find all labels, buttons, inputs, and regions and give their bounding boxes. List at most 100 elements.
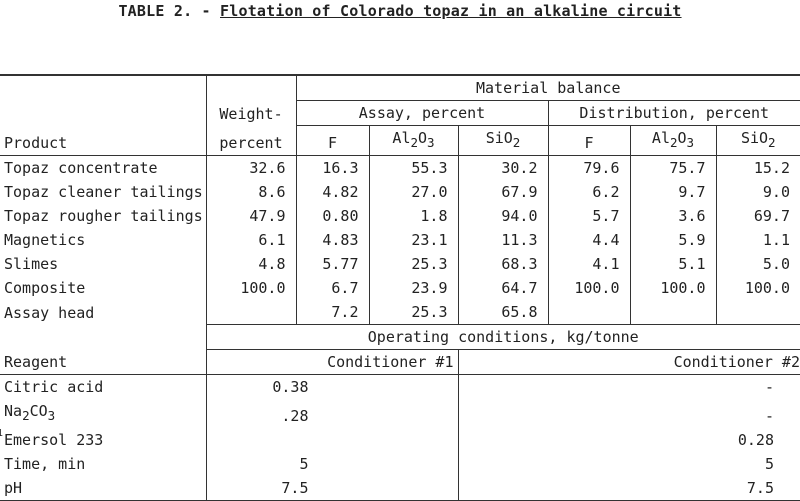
col-header-al2o3-dist: Al2O3: [629, 125, 716, 156]
table-cell: 7.2: [295, 300, 369, 325]
col-header-sio2: SiO2: [457, 125, 548, 156]
table-row: Magnetics 6.1 4.83 23.1 11.3 4.4 5.9 1.1: [0, 228, 800, 252]
product-name: Topaz rougher tailings: [4, 207, 203, 225]
table-cell: 32.6: [205, 155, 296, 180]
table-cell: 25.3: [368, 252, 458, 276]
title-subject: Flotation of Colorado topaz in an alkali…: [220, 2, 682, 20]
product-name: Slimes: [4, 255, 59, 273]
distribution-header: Distribution, percent: [547, 100, 800, 126]
assay-header: Assay, percent: [295, 100, 548, 126]
table-cell: 79.6: [547, 155, 630, 180]
table-row: Citric acid 0.38-: [0, 374, 800, 399]
table-cell: 4.1: [547, 252, 630, 276]
conditioner-1-value: [205, 428, 458, 452]
conditioner-2-value: 5: [457, 452, 800, 476]
flotation-table: Material balance Weight- Assay, percent …: [0, 74, 800, 501]
table-row: 1 Emersol 233 0.28: [0, 428, 800, 452]
table-cell: 4.82: [295, 180, 369, 204]
conditioner-1-value: .28: [205, 399, 458, 428]
table-cell: 100.0: [715, 276, 800, 300]
product-name: Topaz cleaner tailings: [4, 183, 203, 201]
table-cell: 4.4: [547, 228, 630, 252]
operating-header: Operating conditions, kg/tonne: [205, 324, 800, 350]
table-cell: 5.77: [295, 252, 369, 276]
table-cell: 1.8: [368, 204, 458, 228]
product-name: Topaz concentrate: [4, 159, 158, 177]
col-header-f-dist: F: [547, 125, 630, 156]
table-row: Slimes 4.8 5.77 25.3 68.3 4.1 5.1 5.0: [0, 252, 800, 276]
table-cell: 16.3: [295, 155, 369, 180]
conditioner-1-value: 5: [205, 452, 458, 476]
table-cell: 23.9: [368, 276, 458, 300]
table-cell: 100.0: [629, 276, 716, 300]
table-cell: 5.0: [715, 252, 800, 276]
table-cell: [715, 300, 800, 325]
reagent-header: Reagent: [4, 353, 68, 371]
title-prefix: TABLE 2. -: [118, 2, 220, 20]
reagent-name: Citric acid: [4, 378, 104, 396]
table-cell: 67.9: [457, 180, 548, 204]
table-cell: 69.7: [715, 204, 800, 228]
table-cell: [547, 300, 630, 325]
table-cell: 23.1: [368, 228, 458, 252]
conditioner-2-value: -: [457, 374, 800, 399]
table-cell: 15.2: [715, 155, 800, 180]
table-row: Na2CO3 .28-: [0, 399, 800, 428]
conditioner-1-value: 7.5: [205, 476, 458, 501]
table-cell: 4.8: [205, 252, 296, 276]
table-cell: 100.0: [547, 276, 630, 300]
product-name: Composite: [4, 279, 86, 297]
table-cell: 9.7: [629, 180, 716, 204]
conditioner-2-value: 0.28: [457, 428, 800, 452]
reagent-name: 1 Emersol 233: [0, 428, 206, 452]
conditioner-2-value: 7.5: [457, 476, 800, 501]
table-cell: 8.6: [205, 180, 296, 204]
weight-header-1: Weight-: [205, 100, 296, 126]
table-cell: 55.3: [368, 155, 458, 180]
table-cell: 64.7: [457, 276, 548, 300]
table-cell: 5.1: [629, 252, 716, 276]
table-row: Topaz cleaner tailings 8.6 4.82 27.0 67.9 6.2…: [0, 180, 800, 204]
table-cell: 6.2: [547, 180, 630, 204]
conditioner-2-header: Conditioner #2: [457, 349, 800, 375]
conditioner-1-value: 0.38: [205, 374, 458, 399]
table-row: Time, min 5 5: [0, 452, 800, 476]
reagent-name: Na2CO3: [4, 402, 56, 423]
product-name: Assay head: [4, 303, 95, 322]
conditioner-2-value: -: [457, 399, 800, 428]
table-cell: 30.2: [457, 155, 548, 180]
table-cell: [629, 300, 716, 325]
reagent-name: Time, min: [4, 455, 86, 473]
weight-header-2: percent: [205, 125, 296, 156]
table-cell: 5.9: [629, 228, 716, 252]
table-cell: 5.7: [547, 204, 630, 228]
table-cell: 11.3: [457, 228, 548, 252]
table-cell: 3.6: [629, 204, 716, 228]
table-cell: 1.1: [715, 228, 800, 252]
table-cell: 94.0: [457, 204, 548, 228]
product-header: Product: [4, 134, 68, 152]
table-cell: 100.0: [205, 276, 296, 300]
table-cell: 6.7: [295, 276, 369, 300]
table-cell: 65.8: [457, 300, 548, 325]
col-header-al2o3: Al2O3: [368, 125, 458, 156]
table-row: pH 7.5 7.5: [0, 476, 800, 501]
reagent-name: pH: [4, 479, 23, 497]
table-cell: 9.0: [715, 180, 800, 204]
table-row: Assay head 7.2 25.3 65.8: [0, 300, 800, 325]
table-row: Topaz concentrate 32.6 16.3 55.3 30.2 79.6 75.…: [0, 155, 800, 180]
conditioner-1-header: Conditioner #1: [205, 349, 458, 375]
table-cell: 47.9: [205, 204, 296, 228]
table-title: TABLE 2. - Flotation of Colorado topaz i…: [0, 2, 800, 20]
table-cell: 68.3: [457, 252, 548, 276]
table-cell: 27.0: [368, 180, 458, 204]
table-row: Topaz rougher tailings 47.9 0.80 1.8 94.0 5.7…: [0, 204, 800, 228]
table-cell: [205, 300, 296, 325]
table-row: Composite 100.0 6.7 23.9 64.7 100.0 100.0 100.0: [0, 276, 800, 300]
col-header-sio2-dist: SiO2: [715, 125, 800, 156]
table-cell: 75.7: [629, 155, 716, 180]
table-cell: 6.1: [205, 228, 296, 252]
col-header-f: F: [295, 125, 369, 156]
product-name: Magnetics: [4, 231, 86, 249]
material-balance-header: Material balance: [295, 74, 800, 101]
